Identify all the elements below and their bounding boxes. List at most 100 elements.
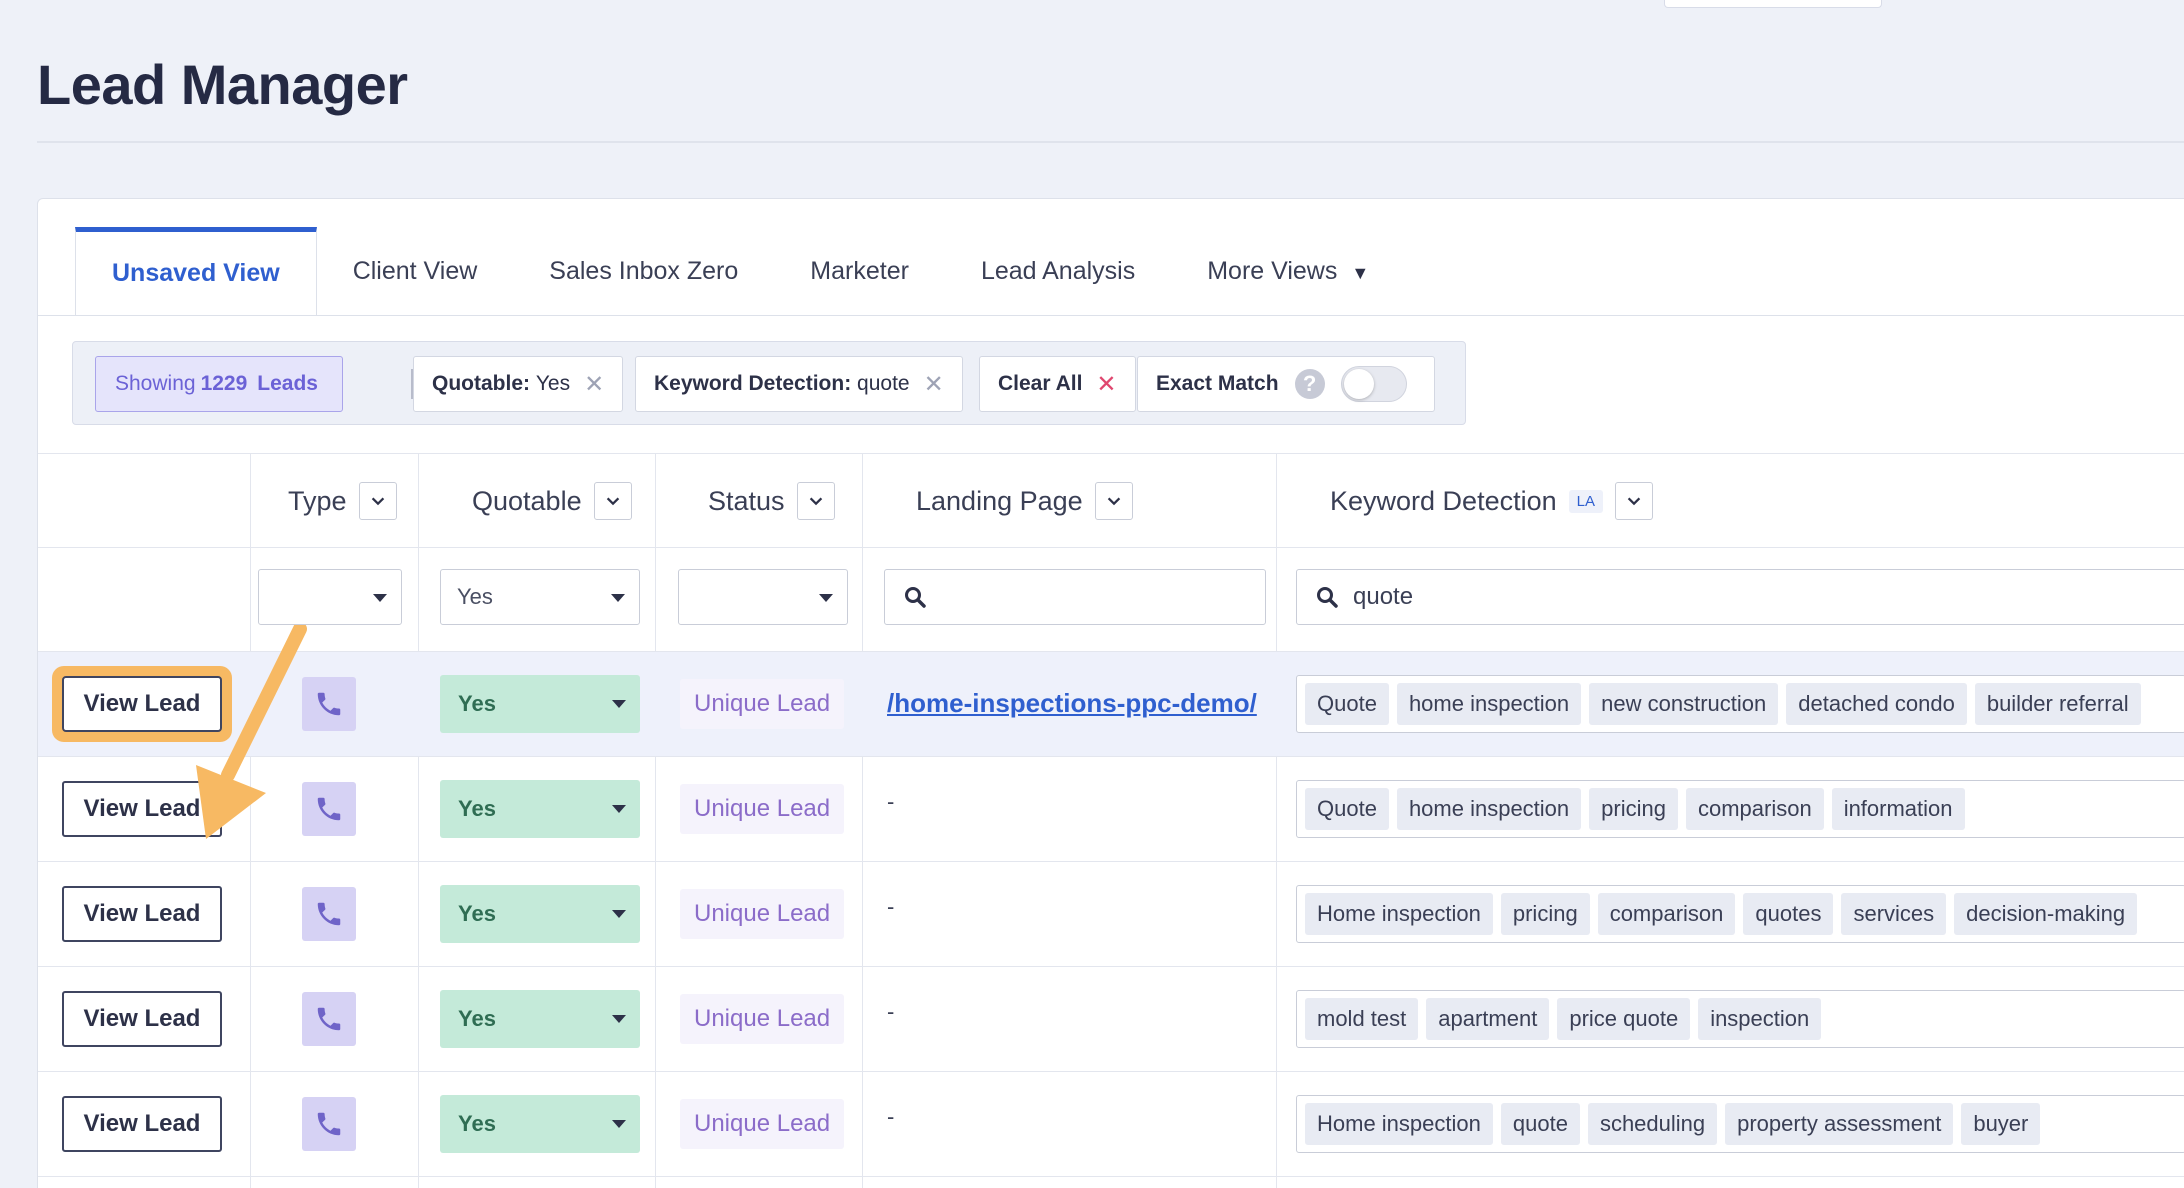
keyword-tag: information (1831, 788, 1965, 830)
keyword-tag: Home inspection (1305, 1103, 1493, 1145)
quotable-select[interactable]: Yes (440, 1095, 640, 1153)
filter-row-divider (38, 651, 2184, 652)
filter-chip-keyword-detection: Keyword Detection: quote ✕ (635, 356, 963, 412)
tabs-divider (38, 315, 2184, 316)
landing-page-empty: - (887, 789, 895, 814)
keyword-search-input[interactable]: quote (1296, 569, 2184, 625)
column-header-keyword-detection: Keyword Detection LA (1330, 481, 1653, 521)
search-value: quote (1353, 583, 1414, 610)
search-icon (905, 587, 926, 608)
quotable-select[interactable]: Yes (440, 885, 640, 943)
status-badge: Unique Lead (680, 994, 845, 1044)
column-label: Status (708, 485, 785, 516)
caret-down-icon: ▼ (1351, 262, 1370, 283)
status-filter-select[interactable] (678, 569, 848, 625)
quotable-filter-select[interactable]: Yes (440, 569, 640, 625)
keyword-tag: pricing (1589, 788, 1678, 830)
select-value: Yes (457, 584, 493, 609)
keyword-tag: buyer (1961, 1103, 2041, 1145)
phone-icon (302, 782, 356, 836)
column-divider (655, 453, 656, 1188)
landing-page-search-input[interactable] (884, 569, 1266, 625)
chevron-down-icon[interactable] (796, 482, 835, 520)
caret-down-icon (612, 1120, 626, 1128)
caret-down-icon (611, 594, 625, 602)
tab-label: Unsaved View (112, 259, 280, 287)
view-lead-button[interactable]: View Lead (62, 1096, 222, 1152)
phone-icon (302, 677, 356, 731)
caret-down-icon (612, 1015, 626, 1023)
top-menu-stub (1664, 0, 1882, 8)
table-row: View Lead Yes Unique Lead /home-inspecti… (38, 652, 2184, 756)
keyword-tag: builder referral (1974, 683, 2141, 725)
caret-down-icon (373, 594, 387, 602)
tab-lead-analysis[interactable]: Lead Analysis (945, 227, 1171, 315)
chip-value: Yes (535, 372, 571, 395)
view-lead-button[interactable]: View Lead (62, 781, 222, 837)
quotable-value: Yes (458, 796, 496, 821)
column-header-status: Status (708, 481, 835, 521)
keyword-tag: property assessment (1725, 1103, 1954, 1145)
chevron-down-icon[interactable] (358, 482, 397, 520)
showing-prefix: Showing (115, 372, 196, 395)
filter-chip-quotable: Quotable: Yes ✕ (413, 356, 624, 412)
chevron-down-icon[interactable] (593, 482, 632, 520)
tab-marketer[interactable]: Marketer (774, 227, 945, 315)
chevron-down-icon[interactable] (1094, 482, 1133, 520)
clear-all-button[interactable]: Clear All ✕ (979, 356, 1136, 412)
remove-filter-icon[interactable]: ✕ (923, 370, 944, 398)
keyword-tag: inspection (1698, 998, 1822, 1040)
keyword-tag: quotes (1743, 893, 1834, 935)
caret-down-icon (612, 805, 626, 813)
table-row: View Lead Yes Unique Lead - Quote home i… (38, 757, 2184, 861)
keyword-tag: comparison (1597, 893, 1736, 935)
view-lead-button[interactable]: View Lead (62, 886, 222, 942)
caret-down-icon (612, 700, 626, 708)
type-filter-select[interactable] (258, 569, 402, 625)
search-icon (1317, 587, 1338, 608)
landing-page-link[interactable]: /home-inspections-ppc-demo/ (887, 688, 1257, 718)
page-title: Lead Manager (37, 53, 408, 116)
keyword-tag: quote (1500, 1103, 1580, 1145)
keyword-tags: Quote home inspection new construction d… (1296, 675, 2184, 733)
view-lead-button[interactable]: View Lead (62, 676, 222, 732)
keyword-tags: Home inspection pricing comparison quote… (1296, 885, 2184, 943)
showing-suffix: Leads (257, 372, 318, 395)
quotable-select[interactable]: Yes (440, 675, 640, 733)
column-divider (250, 453, 251, 1188)
quotable-select[interactable]: Yes (440, 780, 640, 838)
quotable-select[interactable]: Yes (440, 990, 640, 1048)
tab-unsaved-view[interactable]: Unsaved View (75, 227, 317, 315)
lead-table-card: Unsaved View Client View Sales Inbox Zer… (37, 198, 2184, 1188)
chevron-down-icon[interactable] (1614, 482, 1653, 520)
column-divider (862, 453, 863, 1188)
keyword-tag: scheduling (1587, 1103, 1718, 1145)
row-divider (38, 1176, 2184, 1177)
quotable-value: Yes (458, 1006, 496, 1031)
landing-page-empty: - (887, 1104, 895, 1129)
keyword-tag: home inspection (1396, 788, 1582, 830)
exact-match-toggle[interactable] (1340, 366, 1407, 402)
clear-icon: ✕ (1096, 370, 1117, 398)
keyword-tag: detached condo (1786, 683, 1967, 725)
tab-sales-inbox-zero[interactable]: Sales Inbox Zero (513, 227, 774, 315)
keyword-tag: Home inspection (1305, 893, 1493, 935)
lead-count: 1229 (200, 372, 248, 395)
caret-down-icon (819, 594, 833, 602)
status-badge: Unique Lead (680, 679, 845, 729)
exact-match-control: Exact Match ? (1137, 356, 1435, 412)
remove-filter-icon[interactable]: ✕ (584, 370, 605, 398)
tab-more-views[interactable]: More Views ▼ (1171, 227, 1405, 315)
view-lead-button[interactable]: View Lead (62, 991, 222, 1047)
tab-client-view[interactable]: Client View (317, 227, 514, 315)
keyword-tags: Quote home inspection pricing comparison… (1296, 780, 2184, 838)
quotable-value: Yes (458, 1111, 496, 1136)
chip-value: quote (857, 372, 910, 395)
help-icon[interactable]: ? (1294, 369, 1325, 399)
column-label: Type (288, 485, 347, 516)
exact-match-label: Exact Match (1156, 372, 1279, 395)
column-divider (418, 453, 419, 1188)
table-top-border (38, 453, 2184, 454)
table-row: View Lead Yes Unique Lead - Home inspect… (38, 1072, 2184, 1176)
showing-count-badge: Showing 1229 Leads (95, 356, 343, 412)
